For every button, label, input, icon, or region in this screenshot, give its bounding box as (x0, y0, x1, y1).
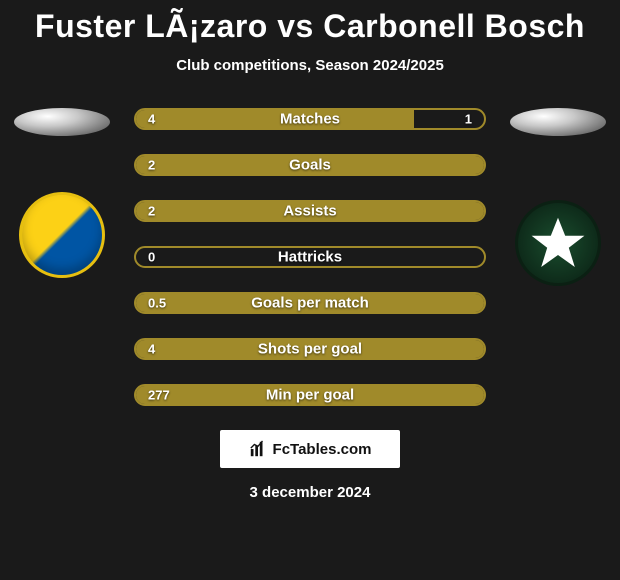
stat-label: Goals per match (251, 295, 369, 312)
stat-value-left: 2 (148, 204, 155, 219)
stat-row-matches: 4 Matches 1 (134, 108, 486, 130)
bar-chart-icon (249, 440, 267, 458)
player-silhouette-left (14, 108, 110, 136)
stat-value-left: 0 (148, 250, 155, 265)
star-icon (528, 213, 588, 273)
player-silhouette-right (510, 108, 606, 136)
stat-label: Matches (280, 111, 340, 128)
stat-label: Hattricks (278, 249, 342, 266)
stat-label: Shots per goal (258, 341, 362, 358)
stats-bars: 4 Matches 1 2 Goals 2 Assists 0 Hattrick… (134, 108, 486, 406)
stat-row-hattricks: 0 Hattricks (134, 246, 486, 268)
stat-value-left: 0.5 (148, 296, 166, 311)
brand-text: FcTables.com (273, 441, 372, 458)
left-player-column (12, 108, 112, 278)
team-logo-left (19, 192, 105, 278)
footer-date: 3 december 2024 (0, 484, 620, 501)
stat-label: Goals (289, 157, 331, 174)
stat-value-right: 1 (465, 112, 472, 127)
comparison-block: 4 Matches 1 2 Goals 2 Assists 0 Hattrick… (0, 108, 620, 501)
stat-row-goals-per-match: 0.5 Goals per match (134, 292, 486, 314)
stat-value-left: 2 (148, 158, 155, 173)
stat-label: Assists (283, 203, 336, 220)
stat-row-assists: 2 Assists (134, 200, 486, 222)
stat-value-left: 4 (148, 112, 155, 127)
page-title: Fuster LÃ¡zaro vs Carbonell Bosch (0, 0, 620, 45)
team-logo-right (515, 200, 601, 286)
stat-label: Min per goal (266, 387, 354, 404)
stat-row-min-per-goal: 277 Min per goal (134, 384, 486, 406)
brand-badge[interactable]: FcTables.com (220, 430, 400, 468)
stat-value-left: 4 (148, 342, 155, 357)
stat-row-shots-per-goal: 4 Shots per goal (134, 338, 486, 360)
page-subtitle: Club competitions, Season 2024/2025 (0, 57, 620, 74)
stat-fill (136, 110, 414, 128)
stat-row-goals: 2 Goals (134, 154, 486, 176)
right-player-column (508, 108, 608, 286)
stat-value-left: 277 (148, 388, 170, 403)
